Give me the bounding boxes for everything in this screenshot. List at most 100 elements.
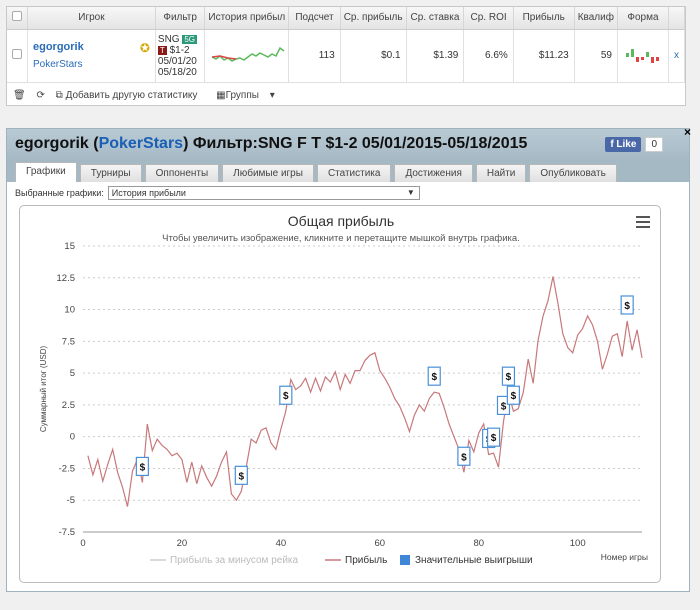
stats-toolbar: 🗑 ⟳ ⧉ Добавить другую статистику ▦Группы… (7, 86, 685, 106)
profit-history-sparkline[interactable] (204, 29, 290, 83)
big-win-flag-label: $ (431, 372, 437, 383)
chart-title: Общая прибыль (288, 213, 394, 229)
room-name-link[interactable]: PokerStars (33, 59, 83, 70)
header-qualif[interactable]: Квалиф (574, 7, 618, 30)
graph-select[interactable]: История прибыли ▼ (107, 186, 420, 200)
panel-room-link[interactable]: PokerStars (98, 135, 184, 152)
panel-title: egorgorik (PokerStars) Фильтр:SNG F T $1… (7, 125, 691, 161)
tab-achievements[interactable]: Достижения (394, 164, 473, 182)
big-win-flag (135, 456, 149, 477)
row-checkbox[interactable] (12, 49, 22, 59)
add-stats-button[interactable]: ⧉ Добавить другую статистику (55, 90, 198, 101)
tab-graphs[interactable]: Графики (15, 162, 77, 182)
big-win-flag-label: $ (506, 372, 512, 383)
sparkline-graphic (211, 46, 285, 62)
big-win-flag (427, 366, 441, 386)
tab-find[interactable]: Найти (475, 164, 527, 182)
big-win-flag (234, 465, 248, 485)
tab-tournaments[interactable]: Турниры (79, 164, 142, 182)
filter-date-from: 05/01/20 (157, 55, 197, 67)
tab-statistics[interactable]: Статистика (316, 164, 392, 182)
y-tick-label: -7.5 (59, 527, 75, 538)
trash-icon[interactable]: 🗑 (13, 90, 26, 101)
header-checkbox-cell[interactable] (7, 7, 28, 30)
avg-roi-cell: 6.6% (463, 29, 514, 83)
y-tick-label: 0 (70, 432, 75, 443)
row-checkbox-cell[interactable] (7, 29, 28, 83)
header-count[interactable]: Подсчет (288, 7, 341, 30)
dropdown-arrow-icon: ▼ (406, 188, 415, 197)
y-axis-label: Суммарный итог (USD) (39, 346, 48, 433)
qualif-cell: 59 (574, 29, 618, 83)
x-tick-label: 0 (80, 538, 85, 549)
player-cell: ✪ egorgorik PokerStars (27, 29, 156, 83)
big-win-flag (620, 295, 634, 315)
header-form[interactable]: Форма (617, 7, 670, 30)
graph-selector-bar: Выбранные графики: История прибыли ▼ (7, 182, 689, 204)
avg-stake-cell: $1.39 (406, 29, 465, 83)
big-win-flag (486, 427, 501, 447)
filter-date-to: 05/18/20 (157, 66, 197, 78)
x-tick-label: 20 (177, 538, 188, 549)
profit-cell: $11.23 (513, 29, 575, 83)
y-tick-label: 10 (64, 305, 75, 316)
tab-favorite-games[interactable]: Любимые игры (222, 164, 314, 182)
panel-filter-title: Фильтр:SNG F T $1-2 05/01/2015-05/18/201… (192, 135, 528, 152)
chart-subtitle: Чтобы увеличить изображение, кликните и … (162, 233, 520, 244)
header-avg-roi[interactable]: Ср. ROI (463, 7, 514, 30)
x-tick-label: 80 (473, 538, 484, 549)
header-profit-history[interactable]: История прибыл (204, 7, 290, 30)
big-win-flag-label: $ (624, 301, 630, 312)
header-filter[interactable]: Фильтр (155, 7, 206, 30)
big-win-flag (496, 395, 511, 416)
big-win-flag-label: $ (461, 452, 467, 463)
filter-game: SNG (157, 33, 180, 45)
stats-table-panel: Игрок Фильтр История прибыл Подсчет Ср. … (6, 6, 686, 106)
header-profit[interactable]: Прибыль (513, 7, 575, 30)
big-win-flag-label: $ (140, 462, 146, 473)
avg-profit-cell: $0.1 (340, 29, 407, 83)
stats-header-row: Игрок Фильтр История прибыл Подсчет Ср. … (7, 7, 685, 30)
big-win-flag-label: $ (283, 391, 289, 402)
form-bars (625, 49, 659, 63)
big-win-flag (501, 366, 516, 386)
big-win-flag-label: $ (501, 401, 507, 412)
legend-big-wins: Значительные выигрыши (415, 555, 533, 566)
facebook-like-button[interactable]: f Like (605, 137, 642, 152)
header-player[interactable]: Игрок (27, 7, 156, 30)
facebook-like-widget[interactable]: f Like 0 (605, 137, 663, 152)
big-win-flag (457, 446, 471, 466)
close-panel-button[interactable]: × (683, 125, 691, 139)
player-name-link[interactable]: egorgorik (33, 41, 84, 53)
tab-opponents[interactable]: Оппоненты (144, 164, 220, 182)
graph-selector-label: Выбранные графики: (15, 188, 104, 198)
select-all-checkbox[interactable] (12, 11, 22, 22)
facebook-like-count: 0 (645, 137, 663, 152)
x-tick-label: 60 (375, 538, 386, 549)
x-tick-label: 40 (276, 538, 287, 549)
groups-dropdown[interactable]: ▦Группы ▾ (216, 90, 275, 101)
stats-table: Игрок Фильтр История прибыл Подсчет Ср. … (7, 7, 685, 83)
big-win-flag (506, 385, 520, 405)
form-cell (617, 29, 670, 83)
table-row: ✪ egorgorik PokerStars SNG 5G T $1-2 05/… (7, 29, 685, 83)
y-tick-label: 7.5 (62, 336, 75, 347)
y-tick-label: 5 (70, 368, 75, 379)
big-win-flag-label: $ (511, 391, 517, 402)
y-tick-label: 2.5 (62, 400, 75, 411)
header-remove (668, 7, 685, 30)
refresh-icon[interactable]: ⟳ (36, 90, 45, 101)
profit-chart-svg[interactable]: Общая прибыль Чтобы увеличить изображение… (20, 206, 662, 584)
filter-badge-t: T (157, 45, 167, 55)
chart-menu-icon[interactable] (636, 216, 650, 231)
header-avg-profit[interactable]: Ср. прибыль (340, 7, 407, 30)
filter-stake: $1-2 (169, 44, 190, 56)
profit-chart[interactable]: Общая прибыль Чтобы увеличить изображение… (19, 205, 661, 583)
legend-net-profit: Прибыль за минусом рейка (170, 554, 299, 566)
panel-player-name: egorgorik (15, 135, 89, 152)
tab-publish[interactable]: Опубликовать (529, 164, 617, 182)
filter-badge-5g: 5G (182, 34, 198, 44)
header-avg-stake[interactable]: Ср. ставка (406, 7, 465, 30)
legend-big-wins-swatch (400, 555, 410, 565)
remove-row-button[interactable]: x (668, 29, 685, 83)
